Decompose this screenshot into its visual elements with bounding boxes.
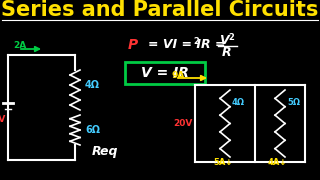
Text: R: R xyxy=(222,46,232,60)
Text: 2A: 2A xyxy=(13,40,26,50)
Text: 4Ω: 4Ω xyxy=(232,98,245,107)
Text: 4Ω: 4Ω xyxy=(85,80,100,90)
Text: 5Ω: 5Ω xyxy=(287,98,300,107)
Text: R =: R = xyxy=(201,39,226,51)
Text: V = IR: V = IR xyxy=(141,66,189,80)
Text: 2: 2 xyxy=(193,37,199,46)
Text: P: P xyxy=(128,38,138,52)
Text: 5A↓: 5A↓ xyxy=(213,158,232,167)
Text: Req: Req xyxy=(92,145,118,158)
Text: 2: 2 xyxy=(228,33,234,42)
Text: V: V xyxy=(219,35,229,48)
Text: 9A: 9A xyxy=(172,71,185,80)
Text: 6Ω: 6Ω xyxy=(85,125,100,135)
Text: = VI = I: = VI = I xyxy=(148,39,201,51)
Text: 20V: 20V xyxy=(0,115,6,124)
Text: Series and Parallel Circuits: Series and Parallel Circuits xyxy=(1,0,319,20)
Bar xyxy=(125,62,205,84)
Text: 4A↓: 4A↓ xyxy=(268,158,287,167)
Text: 20V: 20V xyxy=(173,118,193,127)
